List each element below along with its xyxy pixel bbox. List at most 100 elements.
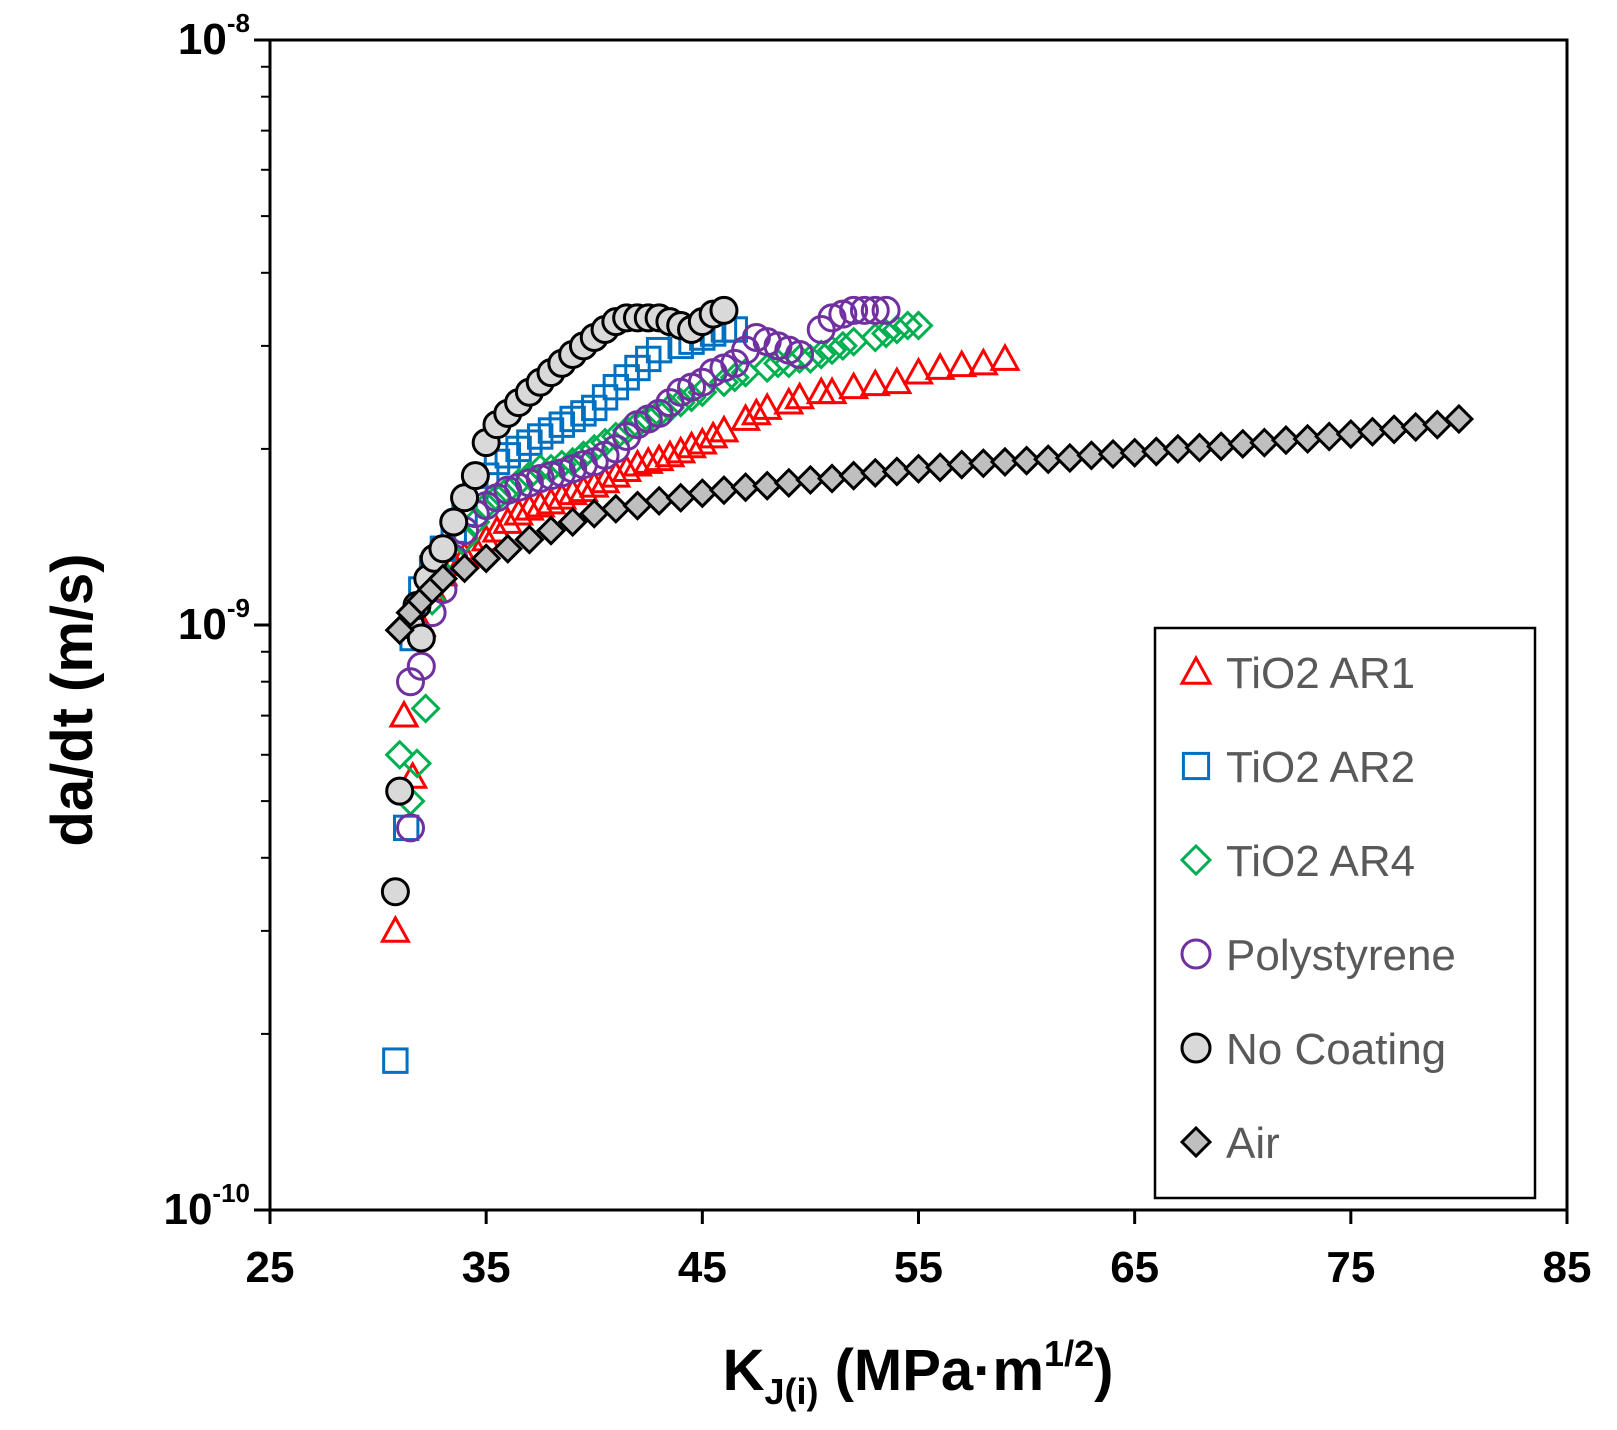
data-point (578, 469, 610, 498)
legend-item: TiO2 AR2 (1181, 743, 1415, 792)
data-point (439, 507, 469, 537)
data-point (675, 430, 708, 459)
x-tick-label: 25 (246, 1243, 295, 1292)
legend: TiO2 AR1 TiO2 AR2 TiO2 AR4 Polystyrene No Co… (1153, 626, 1537, 1200)
data-point (946, 449, 977, 480)
data-point (773, 386, 805, 415)
plot-frame (268, 38, 1569, 1212)
data-point (384, 739, 415, 770)
data-point (513, 492, 545, 521)
plot-points (379, 295, 1475, 1074)
data-point (827, 330, 858, 362)
data-point (654, 439, 686, 468)
legend-label: TiO2 AR1 (1226, 649, 1415, 698)
legend-label: TiO2 AR4 (1226, 837, 1415, 886)
data-point (406, 651, 436, 681)
y-tick-label: 10-10 (163, 1178, 250, 1234)
y-tick-label-exponent: -8 (227, 8, 250, 38)
data-point (849, 295, 879, 325)
legend-label: Polystyrene (1226, 931, 1456, 980)
data-point (492, 533, 523, 564)
data-point (644, 398, 674, 428)
data-point (697, 420, 729, 449)
data-point (388, 699, 420, 728)
x-tick-label: 65 (1110, 1243, 1159, 1292)
legend-label: Air (1226, 1119, 1280, 1168)
data-point (643, 443, 675, 472)
data-point (784, 381, 816, 410)
data-point (730, 472, 761, 503)
data-point (816, 335, 848, 366)
x-axis-title-close: ) (1094, 1338, 1113, 1403)
legend-box (1153, 626, 1537, 1200)
data-point (730, 402, 762, 431)
data-point (860, 295, 890, 325)
x-tick-label: 35 (462, 1243, 511, 1292)
data-point (1011, 445, 1042, 476)
legend-marker (1181, 751, 1211, 781)
x-axis-title-main: K (723, 1338, 765, 1403)
data-point (881, 366, 913, 395)
data-point (665, 435, 697, 464)
data-point (903, 310, 934, 341)
data-point (514, 524, 545, 555)
data-point (1270, 425, 1302, 456)
data-point (903, 453, 934, 484)
data-point (839, 295, 869, 325)
data-point (382, 1047, 409, 1074)
x-axis-title-units: (MPa·m (818, 1338, 1044, 1403)
data-point (492, 505, 524, 534)
legend-item: Polystyrene (1180, 931, 1456, 980)
y-tick-label-base: 10 (163, 1185, 212, 1234)
data-point (1097, 438, 1129, 470)
data-point (410, 693, 441, 724)
y-axis-title: da/dt (m/s) (40, 553, 105, 846)
data-point (871, 295, 901, 325)
data-point (536, 461, 566, 491)
data-point (709, 295, 739, 325)
data-point (1119, 437, 1150, 468)
legend-marker (1180, 1032, 1212, 1064)
data-point (396, 813, 426, 843)
legend-marker (1179, 843, 1213, 877)
data-point (385, 776, 415, 806)
legend-item: TiO2 AR1 (1179, 649, 1415, 698)
data-point (924, 351, 956, 380)
legend-item: Air (1179, 1119, 1280, 1168)
data-point (968, 448, 999, 479)
data-point (740, 397, 772, 426)
series-polystyrene (396, 295, 901, 843)
data-point (708, 414, 740, 443)
data-point (384, 615, 415, 646)
data-point (751, 391, 783, 420)
data-point (838, 371, 870, 400)
data-point (427, 563, 459, 594)
data-point (989, 446, 1021, 478)
legend-items: TiO2 AR1 TiO2 AR2 TiO2 AR4 Polystyrene No Co… (1179, 649, 1456, 1168)
series-air (384, 403, 1475, 646)
data-point (816, 376, 848, 405)
data-point (525, 464, 555, 494)
y-tick-label-base: 10 (178, 600, 227, 649)
data-point (1033, 444, 1064, 475)
data-point (1227, 428, 1258, 459)
x-tick-label: 85 (1543, 1243, 1592, 1292)
data-point (546, 481, 578, 510)
data-point (632, 445, 664, 474)
data-point (449, 553, 480, 584)
data-point (785, 339, 815, 369)
data-point (589, 465, 621, 494)
data-point (460, 461, 490, 491)
legend-marker (1180, 938, 1212, 970)
data-point (557, 477, 589, 506)
data-point (989, 342, 1021, 371)
data-point (1162, 433, 1194, 465)
data-point (535, 486, 567, 515)
data-point (892, 310, 923, 341)
x-tick-label: 75 (1326, 1243, 1375, 1292)
data-point (621, 448, 654, 477)
y-axis-ticks: 10-810-910-10 (163, 8, 270, 1234)
x-axis-title: KJ(i) (MPa·m1/2) (723, 1333, 1114, 1412)
x-axis-title-superscript: 1/2 (1044, 1333, 1094, 1374)
